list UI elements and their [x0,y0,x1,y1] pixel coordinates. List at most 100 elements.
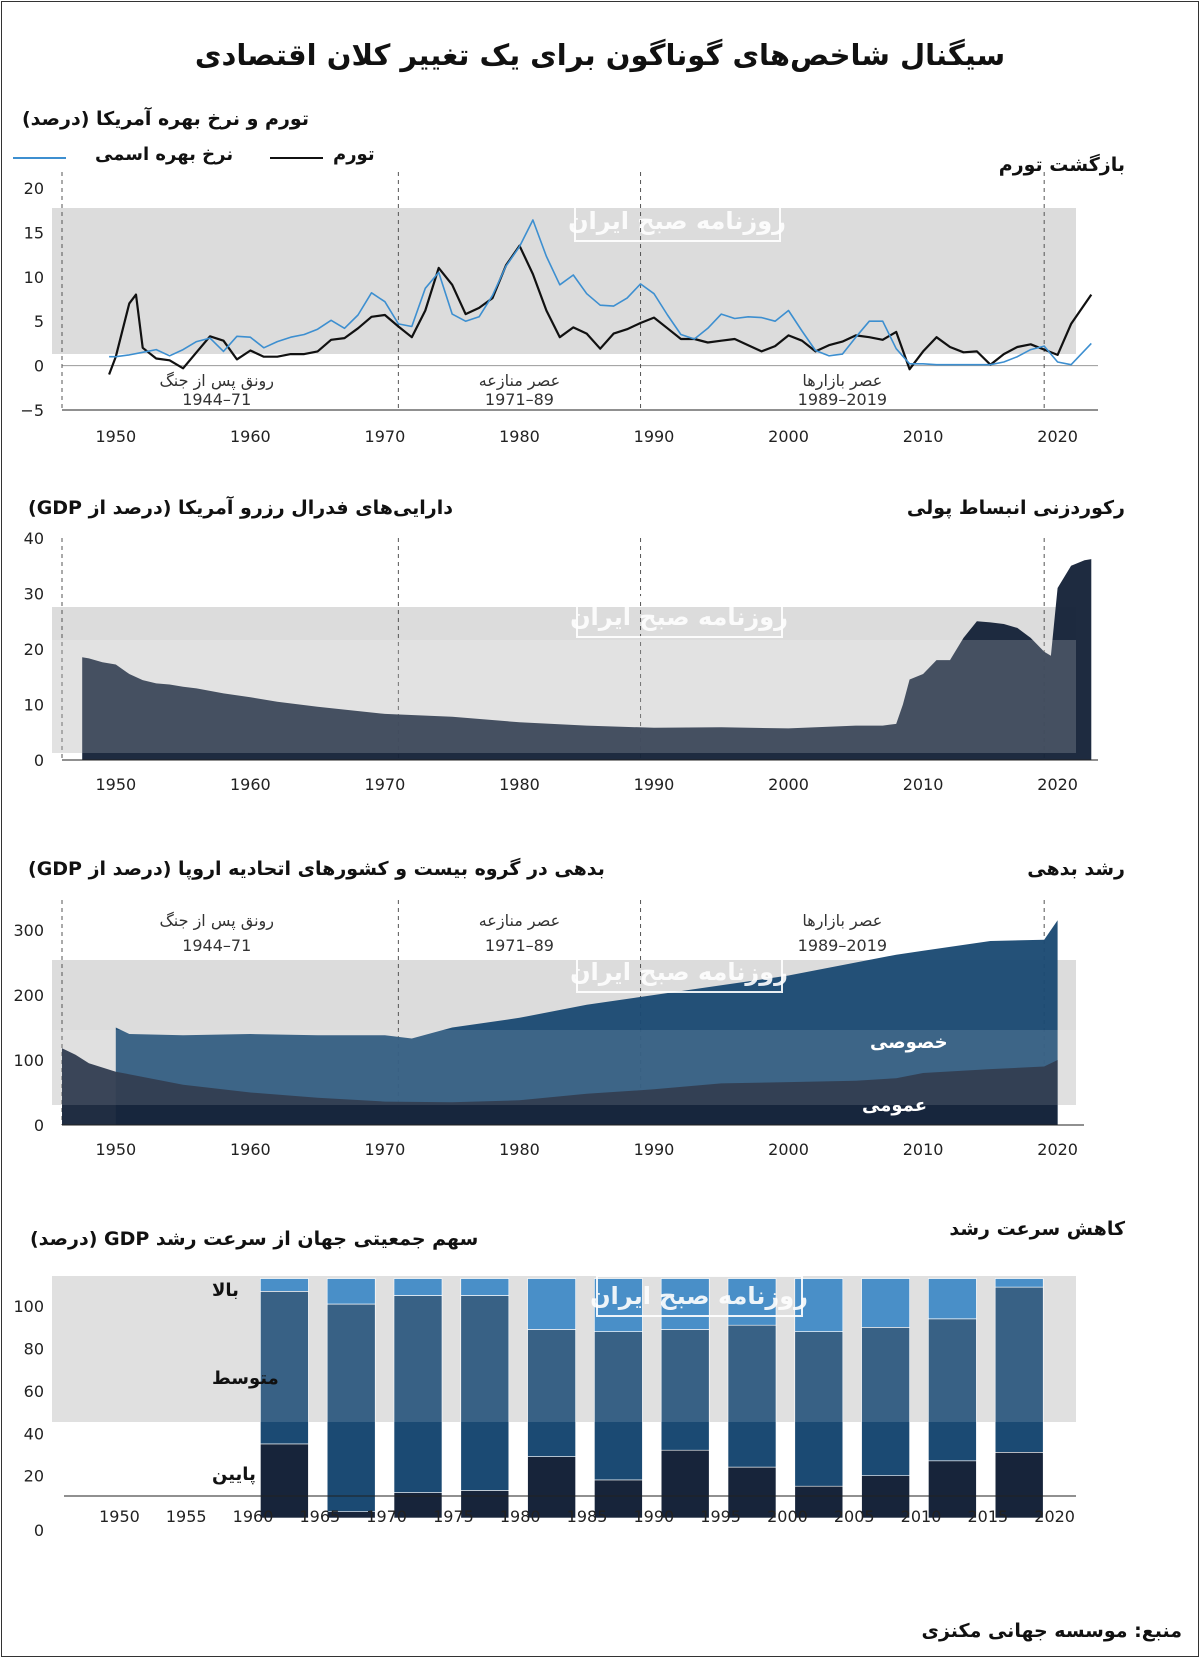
p4-x-2020: 2020 [1034,1507,1075,1526]
p4-bar-7-seg-2 [727,1278,777,1326]
p4-bar-9-seg-1 [861,1327,910,1477]
p4-x-1960: 1960 [233,1507,274,1526]
p3-x-1980: 1980 [499,1140,540,1159]
p1-x-1980: 1980 [499,427,540,446]
p4-bar-5-seg-0 [594,1479,643,1519]
p3-y-300: 300 [13,921,44,940]
panel4-title: سهم جمعیتی جهان از سرعت رشد GDP (درصد) [30,1228,479,1250]
p4-x-1950: 1950 [99,1507,140,1526]
p1-x-1950: 1950 [95,427,136,446]
p1-y--5: −5 [20,401,44,420]
p4-bar-3-seg-1 [460,1295,510,1491]
p3-public-label: عمومی [862,1095,927,1116]
panel1-title: تورم و نرخ بهره آمریکا (درصد) [22,108,309,130]
p1-y-5: 5 [34,312,44,331]
p3-x-2000: 2000 [768,1140,809,1159]
p4-mid-label: متوسط [212,1368,279,1389]
p1-y-10: 10 [24,268,44,287]
p3-watermark-border [576,951,783,993]
p2-x-1990: 1990 [634,775,675,794]
p1-x-1970: 1970 [365,427,406,446]
p2-x-2020: 2020 [1037,775,1078,794]
p2-x-2000: 2000 [768,775,809,794]
p4-y-80: 80 [24,1340,44,1359]
p1-era-name-0: رونق پس از جنگ [159,371,274,391]
p3-era-years-1: 1971–89 [485,936,554,955]
p3-era-years-0: 1944–71 [182,936,251,955]
p3-x-2010: 2010 [903,1140,944,1159]
panel1-heading: بازگشت تورم [998,154,1125,176]
p1-era-years-1: 1971–89 [485,390,554,409]
p4-bar-5-seg-2 [594,1278,643,1332]
p4-y-0: 0 [34,1521,44,1540]
panel2-title: دارایی‌های فدرال رزرو آمریکا (درصد از GD… [28,497,454,519]
p2-band-overlay [52,640,1076,753]
p4-x-1965: 1965 [299,1507,340,1526]
panel2-heading: رکوردزنی انبساط پولی [906,497,1125,519]
p2-y-40: 40 [24,529,44,548]
p2-x-1980: 1980 [499,775,540,794]
p2-watermark: روزنامه صبح ایران [570,596,788,638]
page-title: سیگنال شاخص‌های گوناگون برای یک تغییر کل… [194,38,1006,72]
panel4-heading: کاهش سرعت رشد [949,1218,1125,1240]
p3-y-200: 200 [13,986,44,1005]
p4-watermark-border [596,1275,803,1317]
p2-watermark-text: روزنامه صبح ایران [570,603,788,631]
p3-x-1960: 1960 [230,1140,271,1159]
p3-era-name-0: رونق پس از جنگ [159,911,274,931]
p3-band-overlay [52,1030,1076,1105]
p4-band-overlay [52,1276,1076,1422]
p3-watermark: روزنامه صبح ایران [570,951,788,993]
p1-era-name-2: عصر بازارها [802,371,882,391]
p4-bar-11-seg-2 [994,1278,1044,1288]
source-note: منبع: موسسه جهانی مکنزی [921,1620,1182,1642]
p1-x-2010: 2010 [903,427,944,446]
p4-bar-6-seg-2 [660,1278,710,1330]
p4-bar-0-seg-1 [260,1291,309,1445]
p3-x-2020: 2020 [1037,1140,1078,1159]
legend-interest-label: نرخ بهره اسمی [95,144,234,165]
p2-x-2010: 2010 [903,775,944,794]
p1-era-years-2: 1989–2019 [798,390,887,409]
panel3-heading: رشد بدهی [1027,858,1125,880]
p4-bar-3-seg-0 [460,1490,510,1519]
p4-high-label: بالا [212,1280,239,1301]
p4-x-2000: 2000 [767,1507,808,1526]
p1-x-1960: 1960 [230,427,271,446]
panel3-title: بدهی در گروه بیست و کشورهای اتحادیه اروپ… [28,858,605,880]
p4-bar-8-seg-0 [794,1485,844,1519]
p2-y-30: 30 [24,585,44,604]
p4-bar-5-seg-1 [594,1331,643,1481]
p4-y-60: 60 [24,1382,44,1401]
p4-bar-10-seg-2 [928,1278,977,1320]
p1-x-2000: 2000 [768,427,809,446]
p2-y-20: 20 [24,640,44,659]
p4-bar-1-seg-2 [326,1278,376,1305]
p2-y-10: 10 [24,696,44,715]
p1-watermark-border [574,200,781,242]
p4-watermark: روزنامه صبح ایران [590,1275,808,1317]
p3-series-0-area [62,1048,1058,1125]
p4-x-1975: 1975 [433,1507,474,1526]
p1-x-1990: 1990 [634,427,675,446]
p4-bar-2-seg-1 [393,1295,443,1493]
p4-x-1995: 1995 [700,1507,741,1526]
p4-x-1970: 1970 [366,1507,407,1526]
p4-bar-11-seg-0 [994,1452,1044,1519]
p1-watermark: روزنامه صبح ایران [568,200,786,242]
p3-series-1-area [115,920,1058,1125]
p3-era-name-1: عصر منازعه [479,911,560,931]
p4-x-2005: 2005 [834,1507,875,1526]
p1-era-years-0: 1944–71 [182,390,251,409]
p3-x-1950: 1950 [95,1140,136,1159]
p2-y-0: 0 [34,751,44,770]
p3-y-0: 0 [34,1116,44,1135]
p2-x-1950: 1950 [95,775,136,794]
p1-y-0: 0 [34,357,44,376]
p4-bar-7-seg-0 [727,1466,777,1519]
p2-watermark-border [576,596,783,638]
p3-era-name-2: عصر بازارها [802,911,882,931]
p4-x-1955: 1955 [166,1507,207,1526]
p2-fed-assets-area [82,559,1092,760]
p4-x-1980: 1980 [500,1507,541,1526]
